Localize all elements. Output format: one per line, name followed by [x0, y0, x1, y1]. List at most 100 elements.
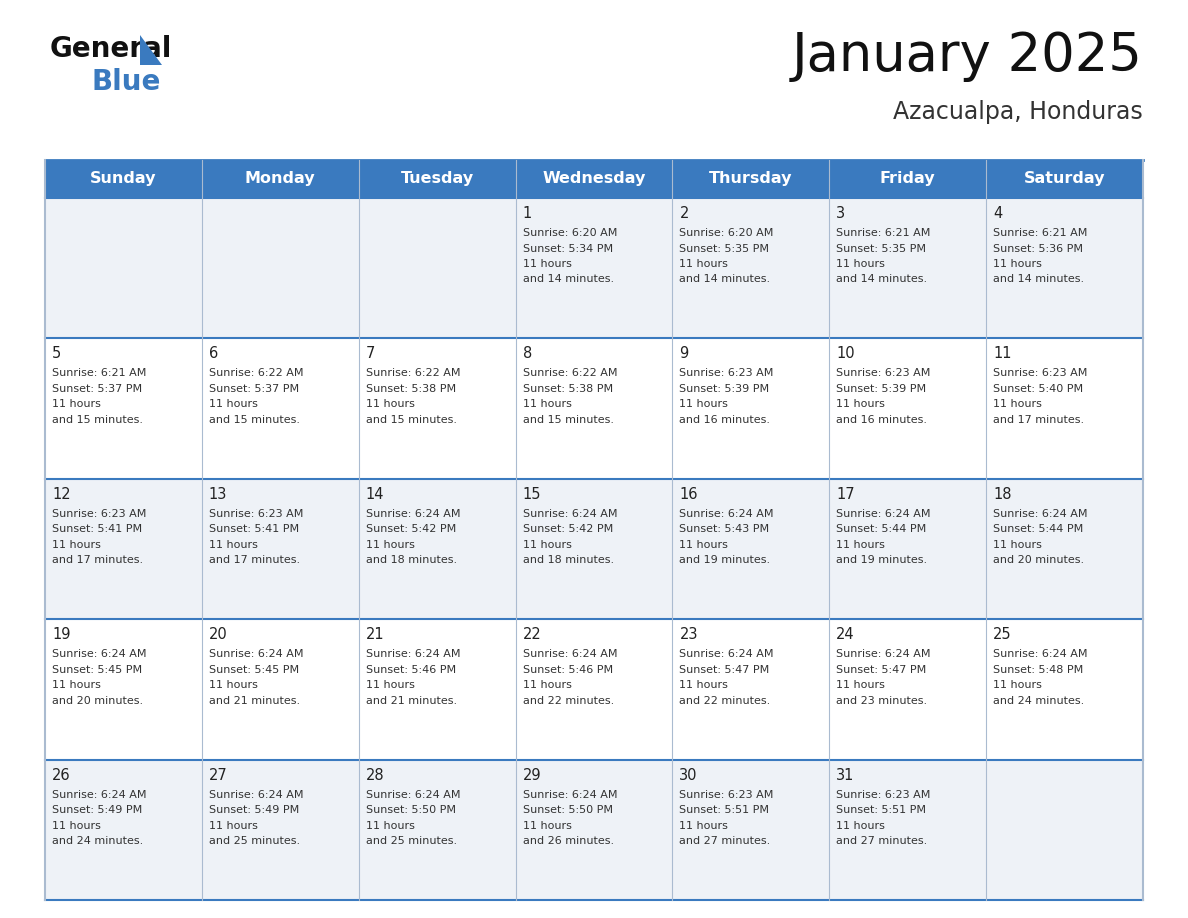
Text: 21: 21 — [366, 627, 385, 643]
Text: Sunset: 5:38 PM: Sunset: 5:38 PM — [366, 384, 456, 394]
Bar — [516, 479, 672, 620]
Text: and 17 minutes.: and 17 minutes. — [993, 415, 1085, 425]
Text: 19: 19 — [52, 627, 70, 643]
Bar — [829, 160, 986, 198]
Text: Sunset: 5:38 PM: Sunset: 5:38 PM — [523, 384, 613, 394]
Bar — [202, 339, 359, 479]
Text: Sunset: 5:49 PM: Sunset: 5:49 PM — [52, 805, 143, 815]
Bar — [986, 620, 1143, 759]
Text: Sunset: 5:37 PM: Sunset: 5:37 PM — [209, 384, 299, 394]
Text: and 15 minutes.: and 15 minutes. — [523, 415, 613, 425]
Text: Sunrise: 6:24 AM: Sunrise: 6:24 AM — [680, 649, 773, 659]
Text: Sunset: 5:41 PM: Sunset: 5:41 PM — [52, 524, 143, 534]
Text: 11 hours: 11 hours — [523, 540, 571, 550]
Text: 11 hours: 11 hours — [366, 540, 415, 550]
Bar — [202, 759, 359, 900]
Text: 9: 9 — [680, 346, 689, 362]
Text: Sunset: 5:50 PM: Sunset: 5:50 PM — [366, 805, 456, 815]
Text: Sunset: 5:34 PM: Sunset: 5:34 PM — [523, 243, 613, 253]
Text: 18: 18 — [993, 487, 1012, 502]
Text: 15: 15 — [523, 487, 541, 502]
Text: and 24 minutes.: and 24 minutes. — [52, 836, 144, 846]
Text: Sunrise: 6:24 AM: Sunrise: 6:24 AM — [523, 789, 617, 800]
Text: Sunrise: 6:24 AM: Sunrise: 6:24 AM — [209, 789, 303, 800]
Text: 11 hours: 11 hours — [680, 399, 728, 409]
Text: 11 hours: 11 hours — [52, 680, 101, 690]
Text: 11 hours: 11 hours — [523, 399, 571, 409]
Bar — [359, 160, 516, 198]
Text: Sunset: 5:36 PM: Sunset: 5:36 PM — [993, 243, 1083, 253]
Bar — [516, 160, 672, 198]
Bar — [359, 479, 516, 620]
Text: 11 hours: 11 hours — [366, 680, 415, 690]
Text: and 25 minutes.: and 25 minutes. — [209, 836, 301, 846]
Text: Thursday: Thursday — [709, 172, 792, 186]
Bar — [516, 759, 672, 900]
Bar — [986, 198, 1143, 339]
Text: Sunset: 5:51 PM: Sunset: 5:51 PM — [836, 805, 927, 815]
Text: Sunrise: 6:24 AM: Sunrise: 6:24 AM — [680, 509, 773, 519]
Bar — [516, 620, 672, 759]
Text: Sunrise: 6:24 AM: Sunrise: 6:24 AM — [52, 649, 146, 659]
Bar — [672, 160, 829, 198]
Text: Blue: Blue — [91, 68, 162, 96]
Text: 11 hours: 11 hours — [209, 680, 258, 690]
Bar — [45, 479, 202, 620]
Bar — [359, 759, 516, 900]
Text: 12: 12 — [52, 487, 70, 502]
Text: Sunset: 5:49 PM: Sunset: 5:49 PM — [209, 805, 299, 815]
Text: 22: 22 — [523, 627, 542, 643]
Text: 7: 7 — [366, 346, 375, 362]
Text: 8: 8 — [523, 346, 532, 362]
Text: and 19 minutes.: and 19 minutes. — [836, 555, 928, 565]
Text: and 16 minutes.: and 16 minutes. — [680, 415, 771, 425]
Text: Friday: Friday — [880, 172, 935, 186]
Text: and 15 minutes.: and 15 minutes. — [209, 415, 299, 425]
Bar — [359, 339, 516, 479]
Text: January 2025: January 2025 — [792, 30, 1143, 82]
Text: Sunset: 5:46 PM: Sunset: 5:46 PM — [523, 665, 613, 675]
Text: Sunrise: 6:24 AM: Sunrise: 6:24 AM — [366, 509, 460, 519]
Text: 11 hours: 11 hours — [993, 259, 1042, 269]
Text: 11 hours: 11 hours — [52, 540, 101, 550]
Text: Tuesday: Tuesday — [400, 172, 474, 186]
Bar — [829, 759, 986, 900]
Text: 11 hours: 11 hours — [52, 821, 101, 831]
Bar — [202, 160, 359, 198]
Text: and 21 minutes.: and 21 minutes. — [209, 696, 301, 706]
Text: Sunrise: 6:23 AM: Sunrise: 6:23 AM — [836, 368, 930, 378]
Bar — [45, 759, 202, 900]
Text: and 23 minutes.: and 23 minutes. — [836, 696, 928, 706]
Text: 11 hours: 11 hours — [209, 399, 258, 409]
Text: 5: 5 — [52, 346, 62, 362]
Text: Sunrise: 6:21 AM: Sunrise: 6:21 AM — [836, 228, 930, 238]
Text: Sunday: Sunday — [90, 172, 157, 186]
Text: 11 hours: 11 hours — [836, 259, 885, 269]
Text: Sunset: 5:47 PM: Sunset: 5:47 PM — [680, 665, 770, 675]
Text: and 26 minutes.: and 26 minutes. — [523, 836, 614, 846]
Bar — [829, 339, 986, 479]
Text: Sunset: 5:46 PM: Sunset: 5:46 PM — [366, 665, 456, 675]
Bar — [672, 479, 829, 620]
Text: Sunset: 5:39 PM: Sunset: 5:39 PM — [680, 384, 770, 394]
Text: and 15 minutes.: and 15 minutes. — [52, 415, 143, 425]
Text: and 22 minutes.: and 22 minutes. — [523, 696, 614, 706]
Bar — [829, 198, 986, 339]
Text: and 14 minutes.: and 14 minutes. — [523, 274, 614, 285]
Bar — [359, 198, 516, 339]
Text: Sunset: 5:48 PM: Sunset: 5:48 PM — [993, 665, 1083, 675]
Text: Azacualpa, Honduras: Azacualpa, Honduras — [893, 100, 1143, 124]
Text: 26: 26 — [52, 767, 70, 783]
Text: and 21 minutes.: and 21 minutes. — [366, 696, 457, 706]
Bar — [829, 479, 986, 620]
Bar — [672, 620, 829, 759]
Text: 11 hours: 11 hours — [993, 540, 1042, 550]
Text: 11 hours: 11 hours — [993, 399, 1042, 409]
Text: Sunset: 5:37 PM: Sunset: 5:37 PM — [52, 384, 143, 394]
Text: and 24 minutes.: and 24 minutes. — [993, 696, 1085, 706]
Bar — [516, 339, 672, 479]
Text: 11 hours: 11 hours — [523, 680, 571, 690]
Polygon shape — [140, 35, 162, 65]
Text: 16: 16 — [680, 487, 697, 502]
Text: Sunrise: 6:23 AM: Sunrise: 6:23 AM — [836, 789, 930, 800]
